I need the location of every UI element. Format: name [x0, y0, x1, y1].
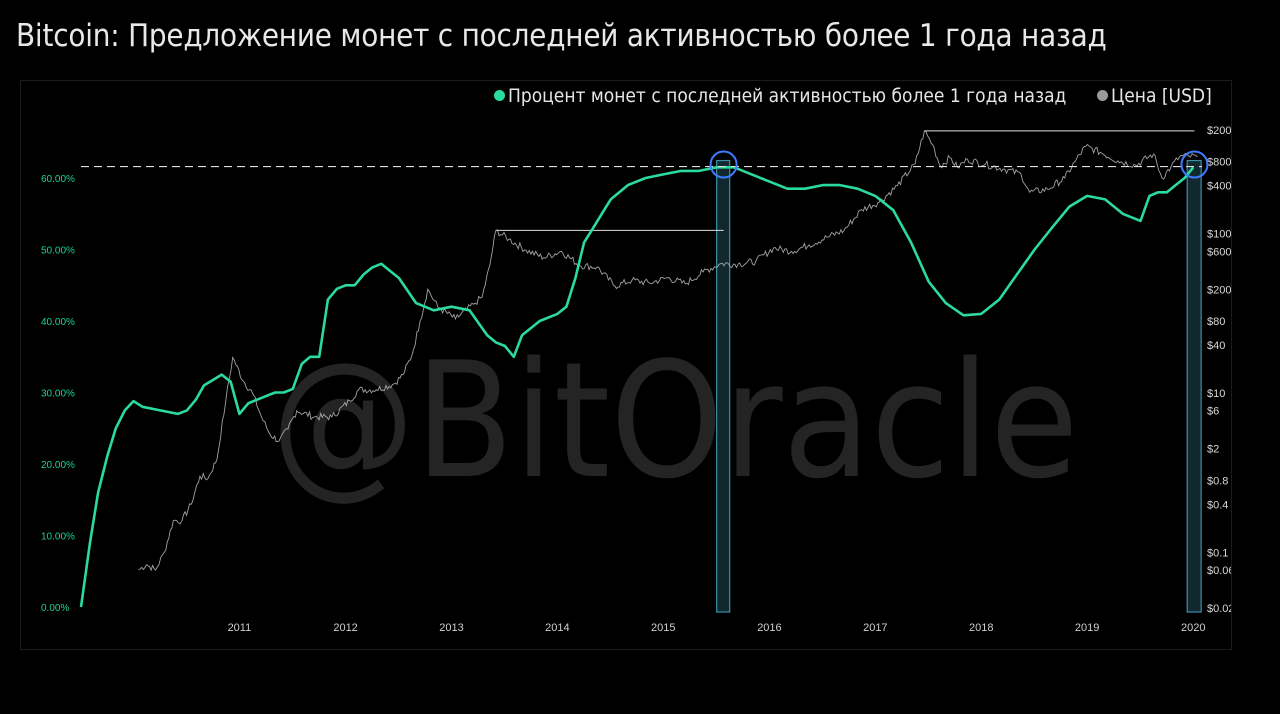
- x-tick-label: 2019: [1075, 622, 1099, 634]
- y-left-tick-label: 30.00%: [41, 389, 75, 400]
- x-tick-label: 2017: [863, 622, 887, 634]
- x-tick-label: 2016: [757, 622, 781, 634]
- chart-svg: @BitOracle 0.00% 10.00% 20.00% 30.00% 40.00% 5…: [41, 125, 1231, 634]
- y-right-tick-label: $2: [1207, 444, 1219, 456]
- y-right-tick-label: $40: [1207, 340, 1225, 352]
- y-right-tick-label: $1000: [1207, 229, 1231, 241]
- x-tick-label: 2011: [228, 622, 252, 634]
- legend-label-price: Цена [USD]: [1111, 85, 1212, 107]
- x-tick-label: 2015: [651, 622, 675, 634]
- y-right-tick-label: $10: [1207, 388, 1225, 400]
- highlight-band: [1186, 159, 1202, 613]
- y-right-tick-label: $8000: [1207, 157, 1231, 169]
- y-right-tick-label: $600: [1207, 246, 1231, 258]
- y-right-tick-label: $80: [1207, 316, 1225, 328]
- y-right-tick-label: $0.06: [1207, 565, 1231, 577]
- percent-line: [79, 166, 1195, 608]
- x-tick-label: 2012: [333, 622, 357, 634]
- y-left-tick-label: 20.00%: [41, 460, 75, 471]
- y-right-tick-label: $20000: [1207, 125, 1231, 137]
- highlight-circle: [709, 150, 738, 179]
- x-tick-label: 2020: [1181, 622, 1205, 634]
- y-left-tick-label: 0.00%: [41, 603, 69, 614]
- y-left-tick-label: 10.00%: [41, 532, 75, 543]
- legend-dot-price: [1097, 90, 1108, 101]
- legend-item-percent: Процент монет с последней активностью бо…: [494, 85, 1066, 107]
- page-title: Bitcoin: Предложение монет с последней а…: [16, 18, 1107, 54]
- legend-label-percent: Процент монет с последней активностью бо…: [508, 85, 1067, 107]
- y-left-tick-label: 60.00%: [41, 174, 75, 185]
- legend-dot-percent: [494, 90, 505, 101]
- x-tick-label: 2013: [439, 622, 463, 634]
- x-tick-label: 2018: [969, 622, 993, 634]
- y-right-tick-label: $0.4: [1207, 499, 1228, 511]
- y-left-tick-label: 40.00%: [41, 317, 75, 328]
- highlight-band: [716, 159, 731, 613]
- price-line: [138, 130, 1198, 572]
- y-right-tick-label: $200: [1207, 284, 1231, 296]
- watermark-text: @BitOracle: [271, 327, 1079, 514]
- highlight-circle: [1180, 150, 1209, 179]
- legend-item-price: Цена [USD]: [1097, 85, 1212, 107]
- x-tick-label: 2014: [545, 622, 569, 634]
- y-right-tick-label: $0.02: [1207, 603, 1231, 615]
- y-right-tick-label: $4000: [1207, 181, 1231, 193]
- chart-area: @BitOracle 0.00% 10.00% 20.00% 30.00% 40.00% 5…: [20, 80, 1232, 650]
- y-right-tick-label: $0.1: [1207, 547, 1228, 559]
- y-right-tick-label: $6: [1207, 406, 1219, 418]
- y-left-tick-label: 50.00%: [41, 246, 75, 257]
- y-right-tick-label: $0.8: [1207, 475, 1228, 487]
